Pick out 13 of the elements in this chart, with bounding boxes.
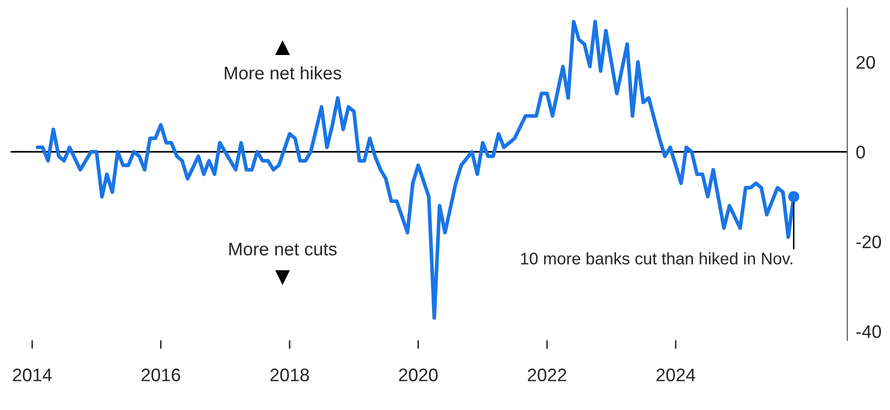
- x-tick-label: 2020: [399, 368, 438, 382]
- x-tick-label: 2024: [656, 368, 696, 382]
- annotation: More net hikes: [224, 66, 342, 80]
- y-tick-label: -20: [856, 236, 882, 248]
- x-tick-label: 2016: [142, 368, 180, 382]
- annotation: 10 more banks cut than hiked in Nov.: [521, 252, 792, 264]
- x-tick-label: 2018: [270, 368, 309, 382]
- x-tick-label: 2014: [13, 368, 52, 382]
- x-tick-label: 2022: [528, 368, 566, 382]
- y-tick-label: 0: [856, 146, 865, 159]
- y-tick-label: 20: [856, 56, 875, 69]
- y-tick-label: -40: [856, 325, 882, 338]
- annotation: More net cuts: [229, 242, 337, 256]
